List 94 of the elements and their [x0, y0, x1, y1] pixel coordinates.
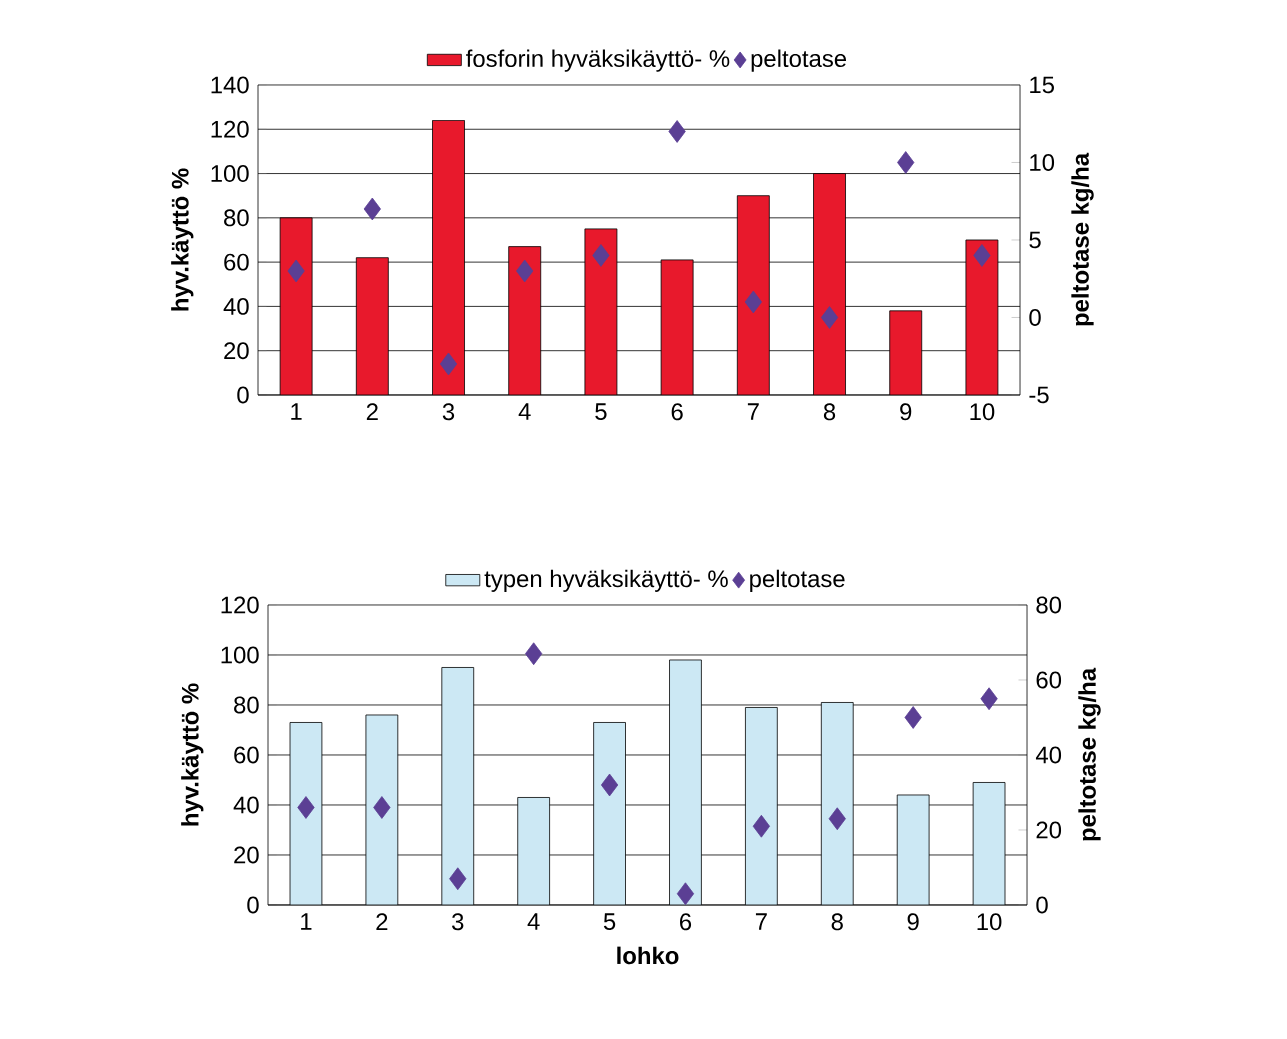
- y2-tick-label: 5: [1029, 231, 1041, 249]
- y-tick-label: 100: [211, 165, 249, 182]
- x-tick-label: 6: [680, 913, 692, 931]
- x-tick-label: 7: [755, 913, 767, 930]
- point: [449, 867, 467, 891]
- bar: [432, 120, 465, 395]
- point: [897, 151, 915, 174]
- y-tick-label: 0: [247, 896, 259, 914]
- bar: [365, 714, 399, 905]
- point: [373, 796, 391, 819]
- bar: [736, 195, 770, 395]
- point: [297, 796, 315, 819]
- y-tick-label: 60: [234, 746, 259, 764]
- bar: [965, 239, 999, 395]
- x-tick-label: 2: [376, 913, 388, 931]
- y-tick-label: 20: [234, 846, 259, 864]
- y2-tick-label: 0: [1029, 309, 1041, 326]
- x-tick-label: 10: [970, 403, 995, 421]
- y2-tick-label: 80: [1036, 596, 1062, 614]
- bar: [279, 217, 313, 395]
- y-tick-label: 40: [223, 297, 249, 315]
- y-tick-label: 140: [211, 76, 249, 94]
- bar: [660, 259, 694, 395]
- bar: [508, 246, 542, 395]
- x-tick-label: 4: [527, 913, 540, 930]
- bar: [813, 173, 846, 395]
- point: [744, 290, 762, 314]
- y-tick-label: 20: [224, 342, 249, 360]
- bar: [896, 794, 930, 905]
- point: [287, 259, 305, 283]
- y-tick-label: 40: [233, 796, 259, 814]
- bar: [289, 722, 323, 905]
- legend-label: typen hyväksikäyttö- %: [484, 569, 728, 592]
- point: [980, 687, 998, 711]
- bar: [517, 797, 550, 905]
- y2-tick-label: 15: [1030, 76, 1054, 94]
- y2-tick-label: 60: [1036, 671, 1062, 689]
- x-tick-label: 5: [595, 403, 607, 421]
- point: [600, 773, 619, 797]
- x-tick-label: 1: [291, 403, 302, 420]
- point: [973, 244, 991, 267]
- bar: [972, 782, 1006, 905]
- bar: [584, 228, 618, 395]
- bar: [889, 310, 923, 395]
- legend-label: peltotase: [750, 569, 845, 592]
- x-tick-label: 1: [301, 913, 312, 930]
- y-tick-label: 120: [221, 596, 259, 614]
- y-tick-label: 80: [224, 209, 249, 227]
- bar: [745, 707, 778, 905]
- x-tick-label: 3: [452, 913, 464, 931]
- legend-label: peltotase: [751, 49, 847, 72]
- x-tick-label: 4: [518, 403, 531, 420]
- y2-tick-label: -5: [1029, 386, 1049, 404]
- y2-tick-label: 20: [1036, 821, 1062, 839]
- bar: [820, 702, 854, 905]
- y2-axis-title: peltotase kg/ha: [1078, 667, 1101, 841]
- y2-tick-label: 0: [1036, 896, 1048, 914]
- point: [752, 814, 770, 838]
- x-tick-label: 2: [366, 403, 378, 421]
- point: [363, 197, 381, 221]
- point: [439, 352, 458, 376]
- y2-tick-label: 10: [1030, 154, 1055, 171]
- y-tick-label: 100: [221, 646, 259, 664]
- bar: [441, 667, 475, 905]
- y-tick-label: 60: [224, 253, 249, 271]
- bar: [355, 257, 389, 395]
- point: [676, 882, 695, 906]
- x-tick-label: 3: [442, 403, 455, 421]
- y-axis-title: hyv.käyttö %: [171, 168, 194, 311]
- y2-axis-title: peltotase kg/ha: [1071, 152, 1094, 326]
- x-tick-label: 8: [831, 913, 843, 931]
- x-axis-title: lohko: [617, 946, 679, 965]
- x-tick-label: 7: [747, 403, 759, 420]
- y-axis-title: hyv.käyttö %: [181, 683, 204, 826]
- y-tick-label: 80: [234, 696, 259, 714]
- x-tick-label: 6: [671, 403, 683, 421]
- bar: [593, 722, 626, 905]
- point: [592, 244, 610, 267]
- point: [828, 807, 846, 831]
- point: [904, 706, 922, 729]
- x-tick-label: 9: [900, 403, 912, 421]
- x-tick-label: 9: [907, 913, 919, 931]
- y-tick-label: 0: [237, 386, 249, 404]
- y2-tick-label: 40: [1035, 746, 1062, 764]
- x-tick-label: 5: [603, 913, 616, 931]
- x-tick-label: 10: [977, 913, 1002, 931]
- point: [525, 642, 543, 666]
- y-tick-label: 120: [211, 120, 249, 138]
- point: [820, 306, 839, 329]
- bar: [669, 659, 702, 905]
- x-tick-label: 8: [823, 403, 836, 421]
- point: [516, 259, 534, 283]
- point: [668, 120, 686, 143]
- legend-label: fosforin hyväksikäyttö- %: [466, 49, 730, 72]
